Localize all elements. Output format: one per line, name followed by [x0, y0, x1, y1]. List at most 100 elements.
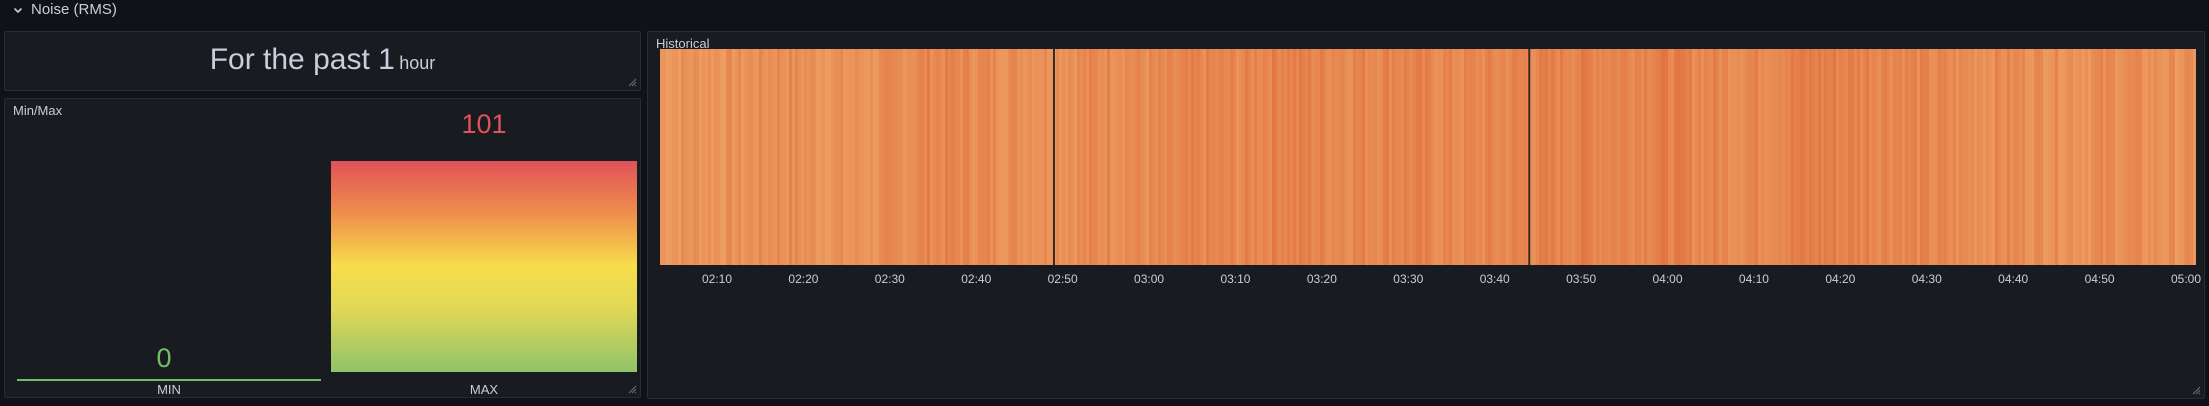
- heatmap-cell: [1521, 49, 1524, 265]
- x-tick-label: 03:40: [1480, 272, 1510, 286]
- heatmap-cell: [1824, 49, 1827, 265]
- heatmap-cell: [777, 49, 780, 265]
- heatmap-cell: [2028, 49, 2031, 265]
- heatmap-cell: [891, 49, 894, 265]
- heatmap-cell: [1377, 49, 1380, 265]
- heatmap-cell: [708, 49, 711, 265]
- resize-handle-icon[interactable]: [2191, 385, 2201, 395]
- heatmap-cell: [2085, 49, 2088, 265]
- heatmap-cell: [1551, 49, 1554, 265]
- heatmap-cell: [1605, 49, 1608, 265]
- heatmap-cell: [1593, 49, 1596, 265]
- row-header[interactable]: Noise (RMS): [0, 0, 2209, 24]
- resize-handle-icon[interactable]: [627, 77, 637, 87]
- heatmap-cell: [2073, 49, 2076, 265]
- heatmap-cell: [1515, 49, 1518, 265]
- time-range-unit: hour: [399, 53, 436, 73]
- heatmap-cell: [810, 49, 813, 265]
- heatmap-cell: [1023, 49, 1026, 265]
- heatmap-cell: [2013, 49, 2016, 265]
- resize-handle-icon[interactable]: [627, 384, 637, 394]
- heatmap-cell: [714, 49, 717, 265]
- heatmap-cell: [1851, 49, 1854, 265]
- heatmap-cell: [1392, 49, 1395, 265]
- heatmap-cell: [1812, 49, 1815, 265]
- heatmap-cell: [690, 49, 693, 265]
- heatmap-cell: [1443, 49, 1446, 265]
- heatmap-cell: [1815, 49, 1818, 265]
- heatmap-cell: [2079, 49, 2082, 265]
- heatmap-cell: [900, 49, 903, 265]
- heatmap-cell: [1977, 49, 1980, 265]
- heatmap-cell: [1425, 49, 1428, 265]
- heatmap-cell: [1992, 49, 1995, 265]
- heatmap-cell: [1563, 49, 1566, 265]
- heatmap-cell: [1905, 49, 1908, 265]
- heatmap-cell: [1269, 49, 1272, 265]
- heatmap-cell: [735, 49, 738, 265]
- heatmap-cell: [1386, 49, 1389, 265]
- heatmap-cell: [2166, 49, 2169, 265]
- heatmap-cell: [1344, 49, 1347, 265]
- heatmap-cell: [2103, 49, 2106, 265]
- heatmap-cell: [1929, 49, 1932, 265]
- chevron-down-icon[interactable]: [12, 4, 24, 18]
- heatmap-cell: [1047, 49, 1050, 265]
- heatmap-cell: [1143, 49, 1146, 265]
- heatmap-cell: [1092, 49, 1095, 265]
- heatmap-cell: [1467, 49, 1470, 265]
- row-title[interactable]: Noise (RMS): [31, 1, 117, 18]
- heatmap-cell: [1818, 49, 1821, 265]
- heatmap-cell: [1863, 49, 1866, 265]
- heatmap-cell: [1200, 49, 1203, 265]
- heatmap-cell: [1104, 49, 1107, 265]
- max-label: MAX: [469, 382, 499, 397]
- heatmap-cell: [2151, 49, 2154, 265]
- heatmap-cell: [897, 49, 900, 265]
- heatmap-cell: [945, 49, 948, 265]
- heatmap-cell: [1440, 49, 1443, 265]
- heatmap-cell: [1356, 49, 1359, 265]
- heatmap-cell: [669, 49, 672, 265]
- heatmap-cell: [1770, 49, 1773, 265]
- heatmap-cell: [2043, 49, 2046, 265]
- heatmap-cell: [1062, 49, 1065, 265]
- heatmap-cell: [1674, 49, 1677, 265]
- heatmap-cell: [1887, 49, 1890, 265]
- heatmap-cell: [1836, 49, 1839, 265]
- heatmap-cell: [1602, 49, 1605, 265]
- heatmap-cell: [1320, 49, 1323, 265]
- heatmap-cell: [1236, 49, 1239, 265]
- heatmap-chart[interactable]: 02:10 02:20 02:30 02:40 02:50 03:00 03:10 03:20…: [648, 32, 2204, 398]
- heatmap-cell: [990, 49, 993, 265]
- heatmap-cell: [1581, 49, 1584, 265]
- heatmap-cell: [1545, 49, 1548, 265]
- heatmap-cell: [696, 49, 699, 265]
- heatmap-cell: [1980, 49, 1983, 265]
- heatmap-cell: [2157, 49, 2160, 265]
- heatmap-cell: [2091, 49, 2094, 265]
- heatmap-cell: [1296, 49, 1299, 265]
- heatmap-cell: [2076, 49, 2079, 265]
- heatmap-cell: [675, 49, 678, 265]
- heatmap-cell: [867, 49, 870, 265]
- heatmap-cell: [876, 49, 879, 265]
- heatmap-cell: [1431, 49, 1434, 265]
- heatmap-cell: [1359, 49, 1362, 265]
- heatmap-cell: [1005, 49, 1008, 265]
- heatmap-cell: [1509, 49, 1512, 265]
- heatmap-cell: [1890, 49, 1893, 265]
- x-tick-label: 03:30: [1393, 272, 1423, 286]
- heatmap-cell: [1983, 49, 1986, 265]
- heatmap-cell: [1686, 49, 1689, 265]
- heatmap-cell: [1677, 49, 1680, 265]
- heatmap-cell: [684, 49, 687, 265]
- heatmap-cell: [1101, 49, 1104, 265]
- heatmap-cell: [1497, 49, 1500, 265]
- heatmap-cell: [666, 49, 669, 265]
- heatmap-cell: [1536, 49, 1539, 265]
- heatmap-cell: [1737, 49, 1740, 265]
- heatmap-cell: [963, 49, 966, 265]
- heatmap-cell: [1197, 49, 1200, 265]
- heatmap-cell: [978, 49, 981, 265]
